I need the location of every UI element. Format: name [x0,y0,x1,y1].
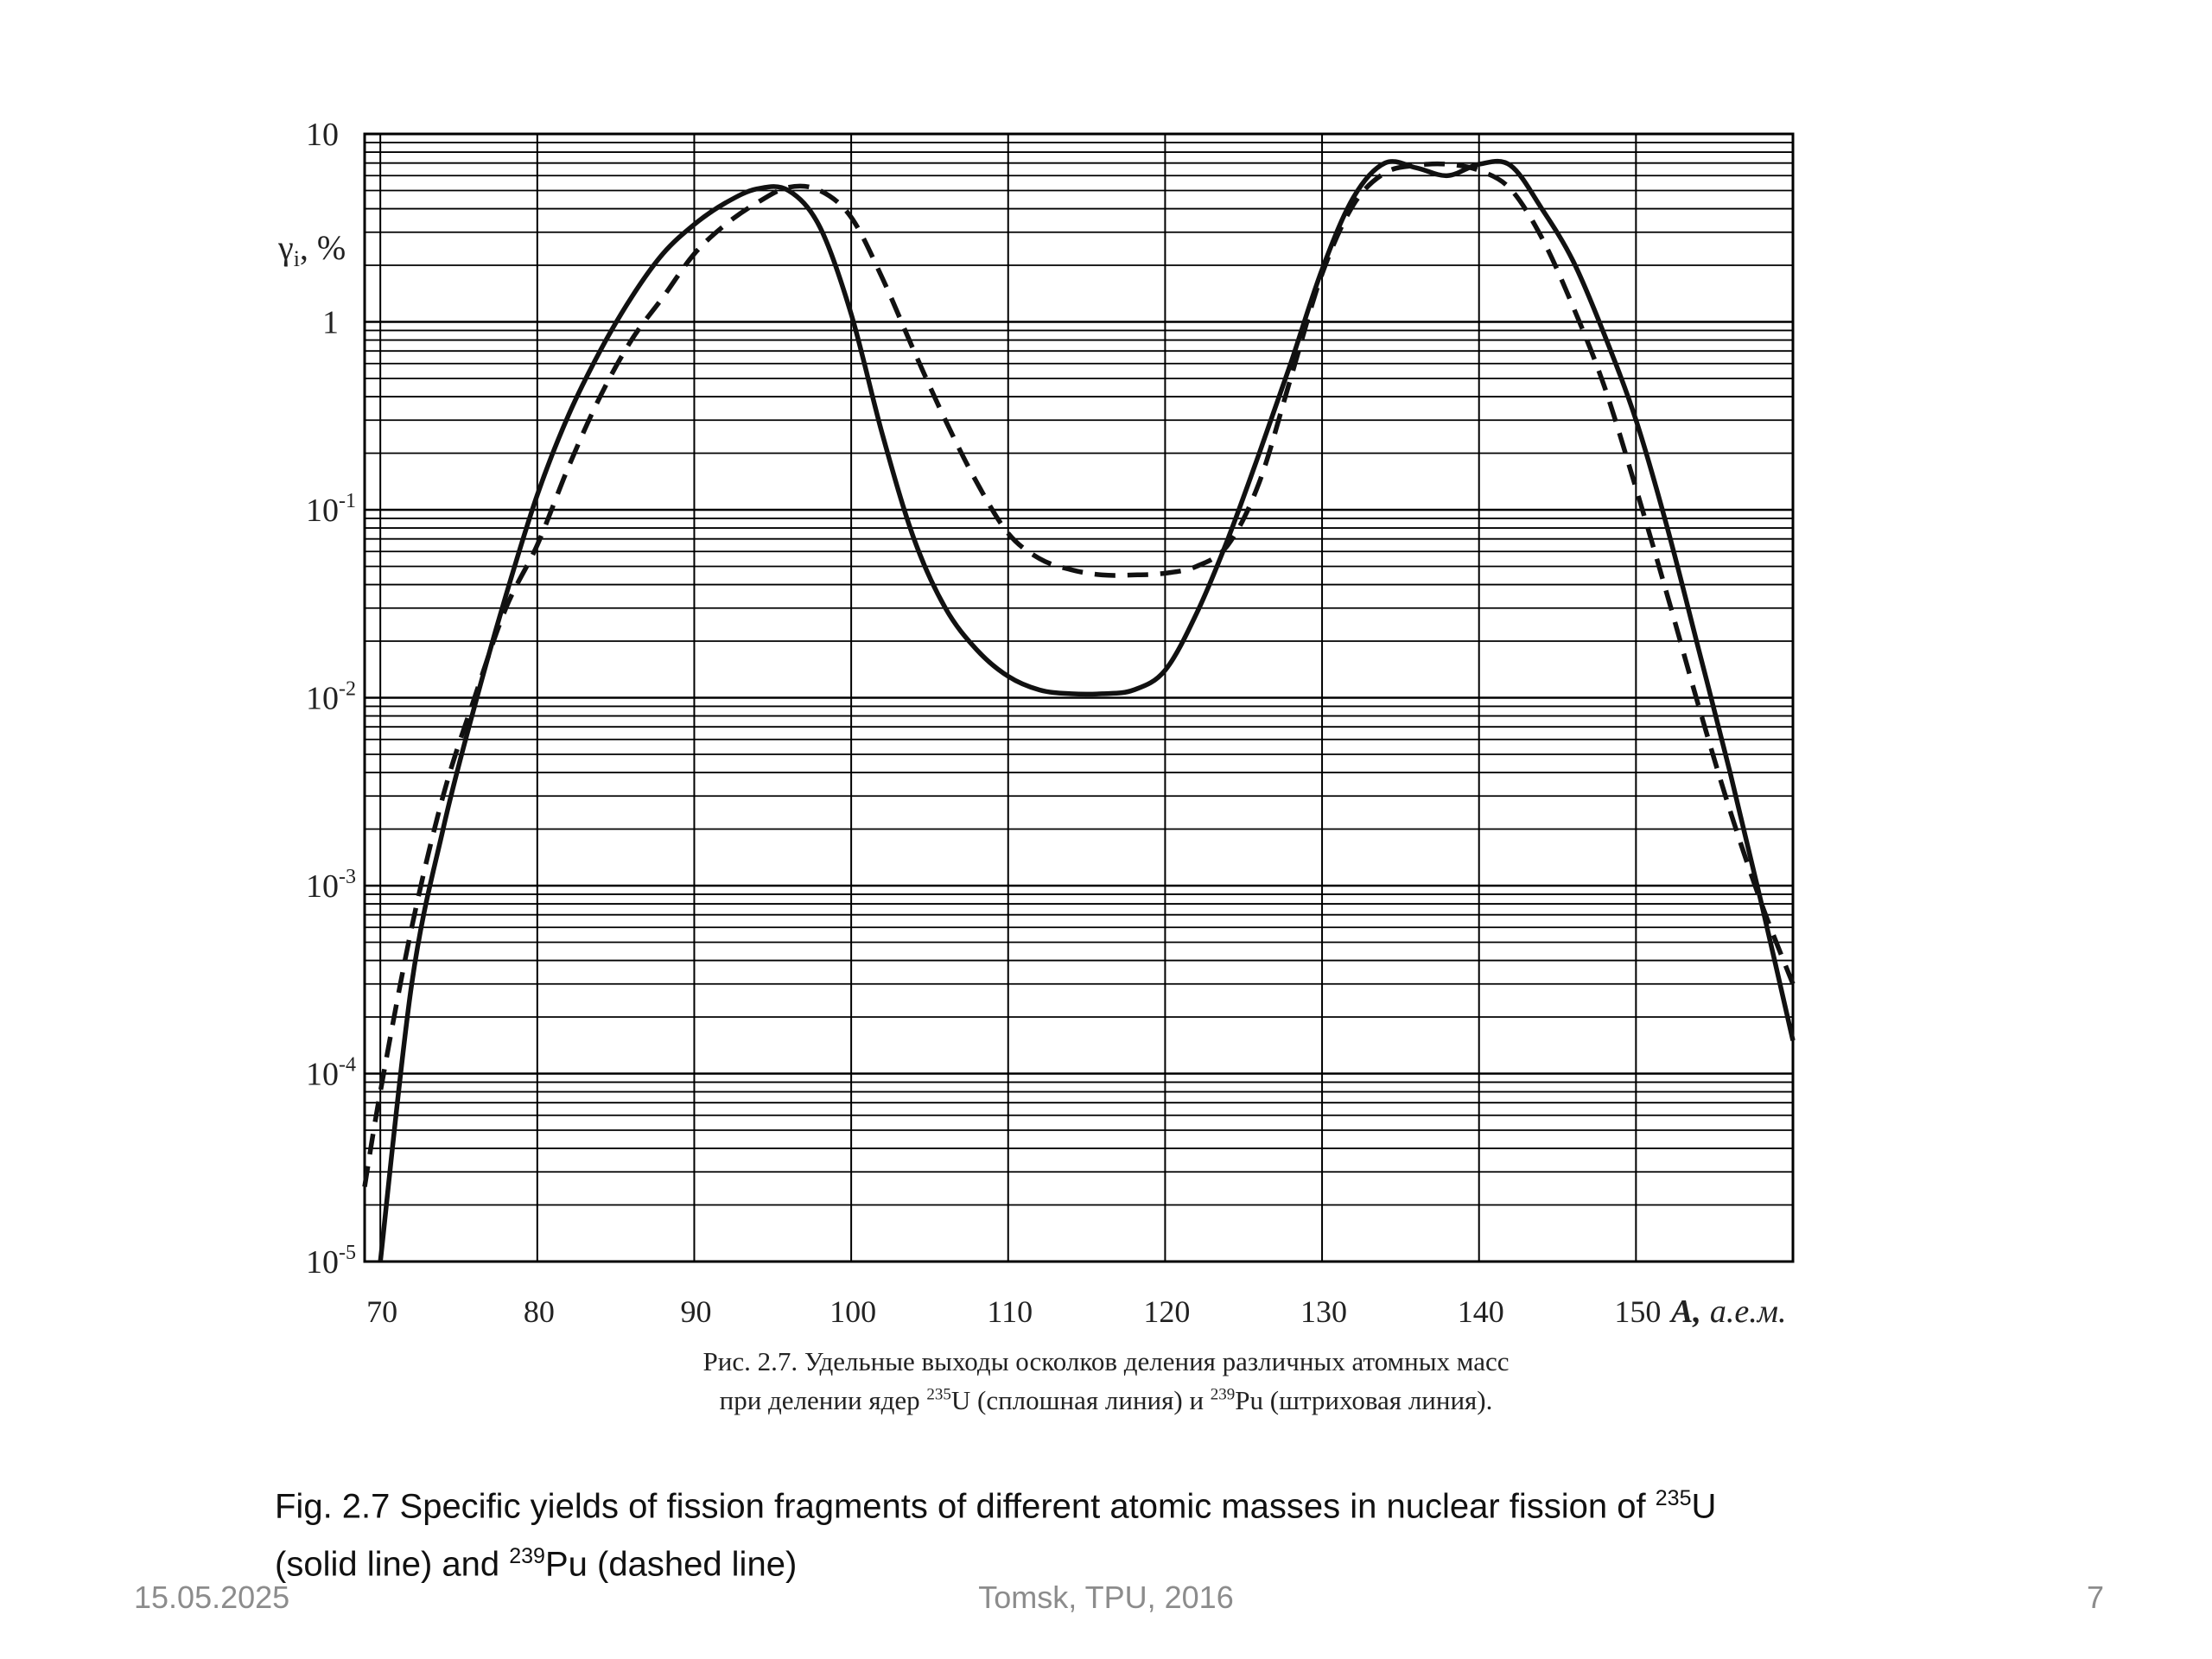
caption-ru-line-1: Рис. 2.7. Удельные выходы осколков делен… [702,1346,1510,1376]
footer-date: 15.05.2025 [134,1580,290,1615]
y-tick-label: 10-1 [306,490,356,529]
chart-tick-labels: 70 80 90 100 110 120 130 140 150 10 1 10-1 10-2 10-3 1… [306,117,1661,1329]
y-tick-label: 10-2 [306,678,356,717]
footer-center: Tomsk, TPU, 2016 [978,1580,1234,1615]
chart-grid [363,132,1795,1263]
x-tick-label: 120 [1143,1294,1190,1329]
x-tick-label: 100 [830,1294,876,1329]
x-tick-label: 80 [524,1294,555,1329]
y-tick-label: 10-5 [306,1242,356,1281]
caption-english: Fig. 2.7 Specific yields of fission frag… [275,1486,1717,1584]
chart-series [362,158,1796,1262]
x-tick-label: 140 [1458,1294,1504,1329]
series-dashed-line [362,161,1796,1187]
plot-frame [363,132,1795,1263]
y-tick-label: 10 [306,117,339,153]
y-tick-label: 1 [322,305,339,341]
y-axis-label: γi, % [277,228,346,271]
series-solid-line [378,158,1796,1262]
x-tick-label: 70 [366,1294,397,1329]
x-tick-label: 130 [1300,1294,1347,1329]
x-tick-label: 110 [987,1294,1033,1329]
y-tick-label: 10-4 [306,1054,356,1093]
footer-page-number: 7 [2087,1580,2105,1615]
caption-ru-line-2: при делении ядер 235U (сплошная линия) и… [719,1385,1493,1415]
y-tick-label: 10-3 [306,866,356,905]
x-axis-label: A, а.е.м. [1669,1294,1786,1330]
x-tick-label: 90 [680,1294,711,1329]
x-tick-label: 150 [1614,1294,1661,1329]
